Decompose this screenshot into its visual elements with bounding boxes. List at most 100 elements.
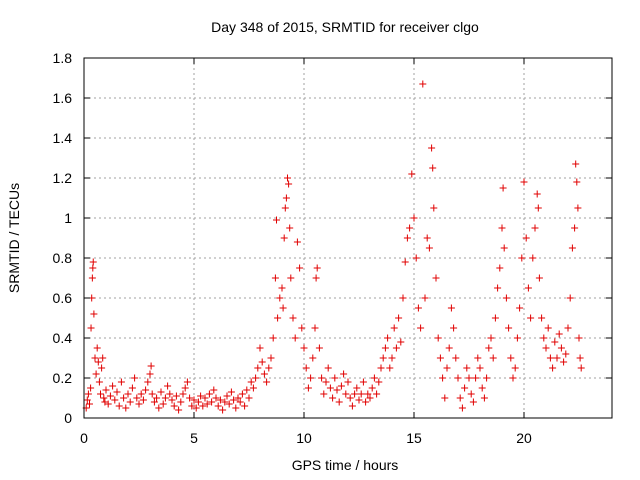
plot-frame — [83, 57, 613, 419]
data-point — [507, 354, 515, 362]
data-point — [390, 324, 398, 332]
y-tick-label: 0.2 — [53, 370, 73, 386]
data-point — [203, 400, 211, 408]
data-point — [533, 190, 541, 198]
data-point — [183, 378, 191, 386]
data-point — [287, 274, 295, 282]
data-point — [147, 362, 155, 370]
data-point — [333, 386, 341, 394]
data-point — [441, 394, 449, 402]
data-point — [392, 344, 400, 352]
data-point — [417, 324, 425, 332]
data-point — [194, 398, 202, 406]
data-point — [498, 224, 506, 232]
data-point — [115, 402, 123, 410]
data-point — [238, 390, 246, 398]
data-point — [555, 330, 563, 338]
data-point — [518, 254, 526, 262]
data-point — [117, 378, 125, 386]
data-point — [166, 390, 174, 398]
data-point — [309, 354, 317, 362]
data-point — [95, 378, 103, 386]
data-point — [476, 364, 484, 372]
data-point — [529, 254, 537, 262]
data-point — [88, 274, 96, 282]
data-point — [463, 364, 471, 372]
data-point — [487, 334, 495, 342]
x-tick-label: 0 — [80, 430, 88, 446]
data-point — [186, 394, 194, 402]
data-point — [201, 394, 209, 402]
data-point — [566, 294, 574, 302]
data-point — [432, 274, 440, 282]
data-point — [124, 390, 132, 398]
data-point — [241, 402, 249, 410]
data-point — [423, 234, 431, 242]
data-point — [223, 392, 231, 400]
data-point — [445, 344, 453, 352]
data-point — [399, 294, 407, 302]
data-point — [351, 390, 359, 398]
data-point — [397, 338, 405, 346]
y-tick-label: 1.2 — [53, 170, 73, 186]
data-point — [377, 364, 385, 372]
data-point — [381, 344, 389, 352]
data-point — [148, 390, 156, 398]
data-point — [522, 234, 530, 242]
data-point — [83, 396, 91, 404]
data-point — [373, 390, 381, 398]
data-point — [450, 324, 458, 332]
data-point — [93, 344, 101, 352]
data-point — [375, 378, 383, 386]
data-point — [562, 350, 570, 358]
axis-ticks — [83, 57, 612, 419]
data-point — [260, 370, 268, 378]
data-point — [157, 388, 165, 396]
data-point — [289, 314, 297, 322]
data-point — [286, 224, 294, 232]
data-point — [102, 386, 110, 394]
data-point — [137, 390, 145, 398]
data-point — [122, 404, 130, 412]
data-point — [300, 344, 308, 352]
data-point — [120, 394, 128, 402]
data-point — [99, 354, 107, 362]
data-point — [106, 392, 114, 400]
data-point — [496, 264, 504, 272]
data-point — [359, 378, 367, 386]
x-tick-label: 5 — [190, 430, 198, 446]
y-tick-label: 0.6 — [53, 290, 73, 306]
data-point — [362, 398, 370, 406]
data-point — [104, 400, 112, 408]
data-point — [91, 354, 99, 362]
data-point — [491, 314, 499, 322]
data-point — [408, 170, 416, 178]
data-point — [516, 304, 524, 312]
data-point — [273, 216, 280, 224]
data-point — [576, 354, 584, 362]
data-point — [568, 244, 576, 252]
data-point — [443, 364, 451, 372]
data-point — [454, 374, 462, 382]
data-point — [467, 390, 475, 398]
data-point — [542, 344, 550, 352]
data-point — [188, 402, 196, 410]
data-point — [87, 324, 95, 332]
data-point — [311, 324, 319, 332]
data-point — [370, 374, 378, 382]
data-point — [98, 364, 106, 372]
data-point — [227, 388, 235, 396]
data-point — [225, 400, 233, 408]
data-point — [458, 404, 466, 412]
data-point — [97, 390, 104, 398]
data-point — [279, 304, 287, 312]
x-tick-label: 10 — [296, 430, 312, 446]
data-point — [421, 294, 429, 302]
data-point — [379, 354, 387, 362]
data-point — [298, 324, 306, 332]
data-point — [534, 204, 542, 212]
data-point — [572, 160, 580, 168]
grid-lines — [84, 58, 612, 418]
data-point — [254, 364, 262, 372]
data-point — [263, 378, 271, 386]
